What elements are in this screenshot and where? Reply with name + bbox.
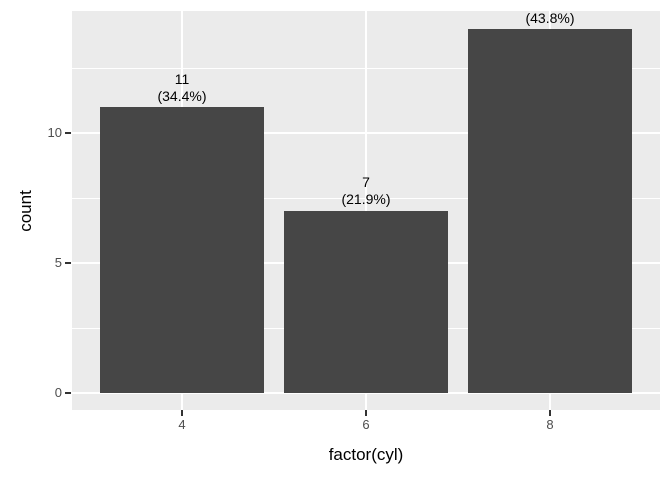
y-tick-mark (65, 132, 71, 134)
x-tick-label: 6 (362, 417, 370, 432)
bar-label-cyl-8: (43.8%) (468, 10, 632, 27)
bar-cyl-6 (284, 211, 448, 393)
x-axis-title: factor(cyl) (328, 445, 404, 464)
y-axis-title: count (16, 190, 35, 232)
bar-count-label: 7 (362, 174, 370, 190)
y-tick-mark (65, 262, 71, 264)
plot-panel (72, 11, 660, 410)
bar-cyl-8 (468, 29, 632, 393)
bar-percent-label: (34.4%) (157, 88, 207, 104)
bar-cyl-4 (100, 107, 264, 393)
x-tick-mark (181, 410, 183, 416)
y-tick-label: 5 (54, 255, 62, 270)
bar-label-cyl-6: 7 (21.9%) (284, 174, 448, 208)
gridline-vertical-major (365, 11, 367, 410)
x-tick-mark (549, 410, 551, 416)
bar-label-cyl-4: 11 (34.4%) (100, 71, 264, 105)
bar-count-label: 11 (174, 71, 190, 87)
y-tick-label: 0 (54, 385, 62, 400)
x-tick-label: 4 (178, 417, 186, 432)
bar-percent-label: (21.9%) (341, 191, 391, 207)
x-tick-mark (365, 410, 367, 416)
y-tick-mark (65, 392, 71, 394)
bar-percent-label: (43.8%) (525, 10, 575, 26)
x-tick-label: 8 (546, 417, 554, 432)
y-tick-label: 10 (47, 125, 62, 140)
